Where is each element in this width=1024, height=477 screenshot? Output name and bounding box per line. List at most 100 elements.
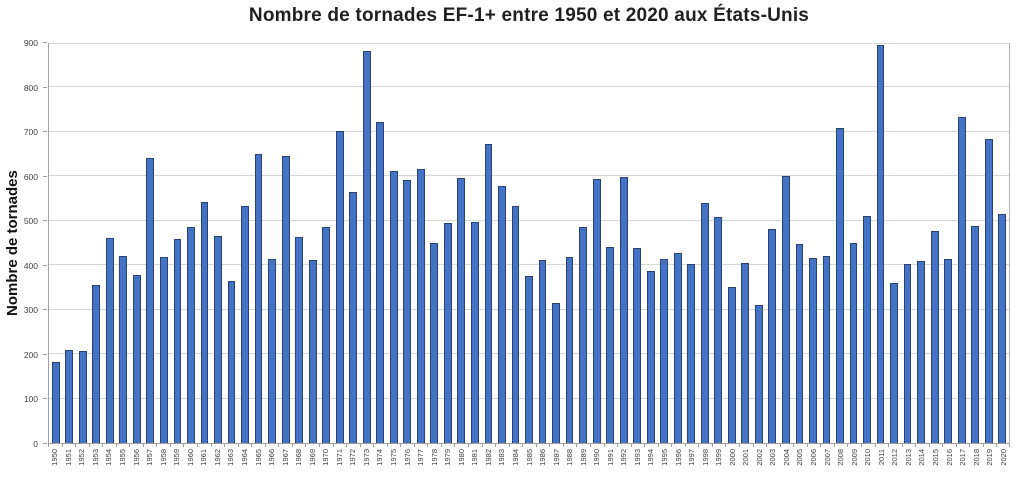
bar-1957 bbox=[146, 157, 155, 443]
x-tick-label: 1994 bbox=[645, 449, 657, 471]
x-tick-label-text: 1995 bbox=[659, 449, 669, 466]
x-tick-mark bbox=[739, 444, 740, 447]
bar-1955 bbox=[119, 256, 128, 443]
x-tick-label-text: 2004 bbox=[781, 449, 791, 466]
x-tick-label: 1981 bbox=[469, 449, 481, 471]
bar-1988 bbox=[565, 257, 574, 443]
bar-1975 bbox=[389, 171, 398, 443]
x-tick-mark bbox=[928, 444, 930, 447]
x-tick-mark bbox=[996, 444, 998, 447]
x-tick-mark bbox=[440, 444, 442, 447]
x-tick-mark bbox=[373, 444, 375, 447]
bar-2018 bbox=[971, 226, 980, 443]
x-tick-mark bbox=[305, 444, 307, 447]
x-tick-label: 2004 bbox=[780, 449, 792, 471]
x-tick-label-text: 1979 bbox=[443, 449, 453, 466]
bar-2009 bbox=[849, 242, 858, 443]
x-tick-label: 1972 bbox=[347, 449, 359, 471]
x-tick-label-text: 2006 bbox=[809, 449, 819, 466]
x-tick-mark bbox=[129, 444, 131, 447]
x-tick-mark bbox=[684, 444, 686, 447]
x-tick-label-text: 2005 bbox=[795, 449, 805, 466]
x-tick-label: 2019 bbox=[984, 449, 996, 471]
x-tick-mark bbox=[224, 444, 226, 447]
x-tick-label: 1971 bbox=[333, 449, 345, 471]
x-tick-label: 2008 bbox=[835, 449, 847, 471]
x-tick-mark bbox=[766, 444, 768, 447]
bar-2000 bbox=[727, 286, 736, 443]
bar-2020 bbox=[998, 214, 1007, 443]
gridline bbox=[49, 86, 1009, 88]
y-tick-mark bbox=[43, 264, 47, 266]
y-tick-label: 400 bbox=[23, 260, 38, 271]
bar-1970 bbox=[322, 226, 331, 443]
x-tick-label-text: 1965 bbox=[253, 449, 263, 466]
bar-2008 bbox=[836, 128, 844, 443]
bar-2015 bbox=[930, 231, 939, 443]
x-tick-label-text: 2019 bbox=[985, 449, 995, 466]
y-tick-label: 300 bbox=[23, 305, 38, 316]
x-tick-label: 1958 bbox=[157, 449, 169, 471]
bar-1965 bbox=[254, 153, 263, 443]
y-tick-mark bbox=[43, 42, 47, 43]
x-tick-label-text: 2012 bbox=[890, 449, 900, 466]
x-tick-label-text: 2010 bbox=[863, 449, 873, 466]
bar-1989 bbox=[579, 227, 587, 443]
x-tick-mark bbox=[278, 444, 280, 447]
x-tick-mark bbox=[427, 444, 429, 447]
x-tick-label: 1976 bbox=[401, 449, 413, 471]
x-tick-label: 2010 bbox=[862, 449, 874, 471]
x-tick-label-text: 1950 bbox=[50, 449, 60, 466]
x-tick-mark bbox=[820, 444, 822, 447]
x-tick-mark bbox=[75, 444, 77, 447]
x-tick-mark bbox=[386, 444, 388, 447]
x-tick-label-text: 1953 bbox=[90, 449, 100, 466]
y-tick-mark bbox=[43, 309, 47, 311]
y-tick-mark bbox=[43, 175, 47, 177]
x-tick-label-text: 1956 bbox=[131, 449, 141, 466]
x-tick-label: 2005 bbox=[794, 449, 806, 471]
x-tick-label-text: 1989 bbox=[578, 449, 588, 466]
x-tick-label-text: 2000 bbox=[727, 449, 737, 466]
x-tick-label: 1974 bbox=[374, 449, 386, 471]
bar-1976 bbox=[403, 179, 412, 443]
bar-1954 bbox=[105, 238, 114, 443]
x-tick-label: 1962 bbox=[211, 449, 223, 471]
bar-1960 bbox=[187, 226, 195, 443]
x-tick-label: 1986 bbox=[537, 449, 549, 471]
x-tick-mark bbox=[142, 444, 144, 447]
x-tick-mark bbox=[400, 444, 402, 447]
x-tick-label-text: 1990 bbox=[592, 449, 602, 466]
x-tick-label: 1990 bbox=[591, 449, 603, 471]
bar-1996 bbox=[673, 252, 682, 443]
x-tick-label-text: 1957 bbox=[145, 449, 155, 466]
x-tick-label: 1950 bbox=[49, 449, 61, 471]
x-tick-label: 1967 bbox=[279, 449, 291, 471]
x-tick-mark bbox=[251, 444, 253, 447]
bar-1980 bbox=[457, 177, 466, 443]
x-tick-label-text: 1982 bbox=[483, 449, 493, 466]
x-tick-label-text: 2015 bbox=[930, 449, 940, 466]
gridline bbox=[49, 43, 1009, 44]
x-tick-label-text: 2009 bbox=[849, 449, 859, 466]
y-tick-label: 500 bbox=[23, 216, 38, 227]
bar-1984 bbox=[511, 206, 520, 443]
bar-1963 bbox=[227, 280, 236, 443]
y-axis: 0 100 200 300 400 500 600 700 800 900 bbox=[0, 38, 48, 449]
y-tick-mark bbox=[43, 131, 47, 133]
x-tick-label: 1969 bbox=[306, 449, 318, 471]
x-tick-mark bbox=[793, 444, 795, 447]
x-tick-label: 1960 bbox=[184, 449, 196, 471]
x-tick-label-text: 1964 bbox=[239, 449, 249, 466]
x-tick-mark bbox=[671, 444, 673, 447]
x-tick-mark bbox=[495, 444, 497, 447]
x-tick-mark bbox=[346, 444, 348, 447]
x-tick-label: 1984 bbox=[509, 449, 521, 471]
x-tick-mark bbox=[210, 444, 212, 447]
x-tick-label: 2001 bbox=[740, 449, 752, 471]
x-tick-label-text: 1999 bbox=[714, 449, 724, 466]
x-tick-label-text: 1968 bbox=[294, 449, 304, 466]
bar-1958 bbox=[160, 256, 168, 443]
x-tick-label-text: 1981 bbox=[470, 449, 480, 466]
bar-1983 bbox=[498, 185, 506, 443]
